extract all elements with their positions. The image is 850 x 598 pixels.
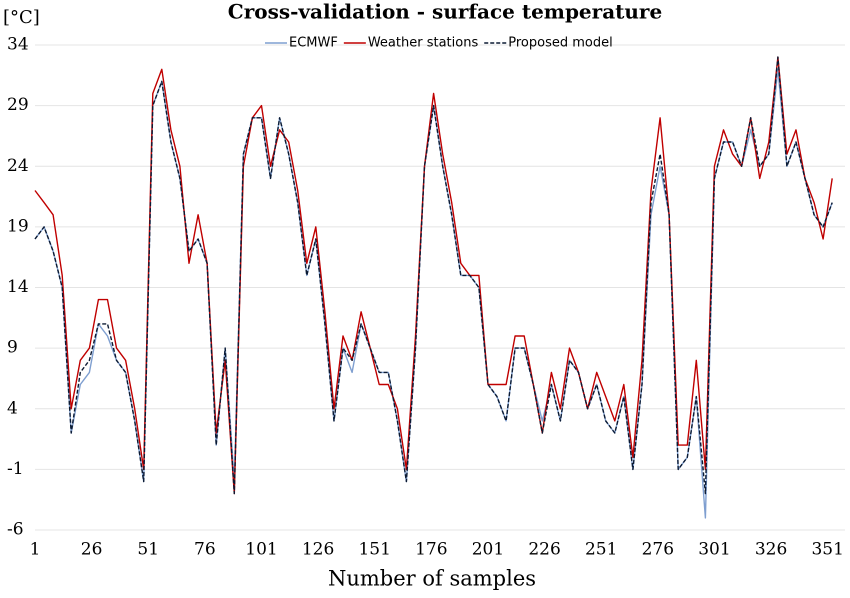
y-tick-label: 24 [7,156,29,176]
x-tick-label: 26 [81,540,103,560]
x-tick-label: 126 [302,540,334,560]
x-tick-label: 51 [137,540,159,560]
y-tick-label: 14 [7,277,29,297]
legend-label: Proposed model [508,36,612,51]
x-tick-label: 151 [358,540,390,560]
series-line [34,56,833,495]
x-tick-label: 351 [811,540,843,560]
series-line [34,68,833,519]
x-tick-label: 251 [585,540,617,560]
y-tick-label: -1 [7,459,24,479]
y-tick-label: 9 [7,338,18,358]
x-tick-label: 201 [472,540,504,560]
x-axis-label: Number of samples [328,567,536,591]
y-tick-label: 34 [7,35,29,55]
series-line [34,56,833,495]
x-tick-label: 326 [755,540,787,560]
x-tick-label: 1 [30,540,41,560]
x-tick-label: 76 [194,540,216,560]
x-tick-label: 226 [528,540,560,560]
legend-label: ECMWF [289,36,338,51]
chart-title: Cross-validation - surface temperature [228,0,662,24]
y-tick-label: -6 [7,520,24,540]
y-tick-label: 19 [7,216,29,236]
y-axis-label: [°C] [3,7,40,28]
x-tick-label: 276 [642,540,674,560]
y-tick-label: 29 [7,95,29,115]
x-tick-label: 301 [698,540,730,560]
x-tick-label: 176 [415,540,447,560]
x-tick-label: 101 [245,540,277,560]
y-tick-label: 4 [7,398,18,418]
legend-label: Weather stations [368,36,479,51]
